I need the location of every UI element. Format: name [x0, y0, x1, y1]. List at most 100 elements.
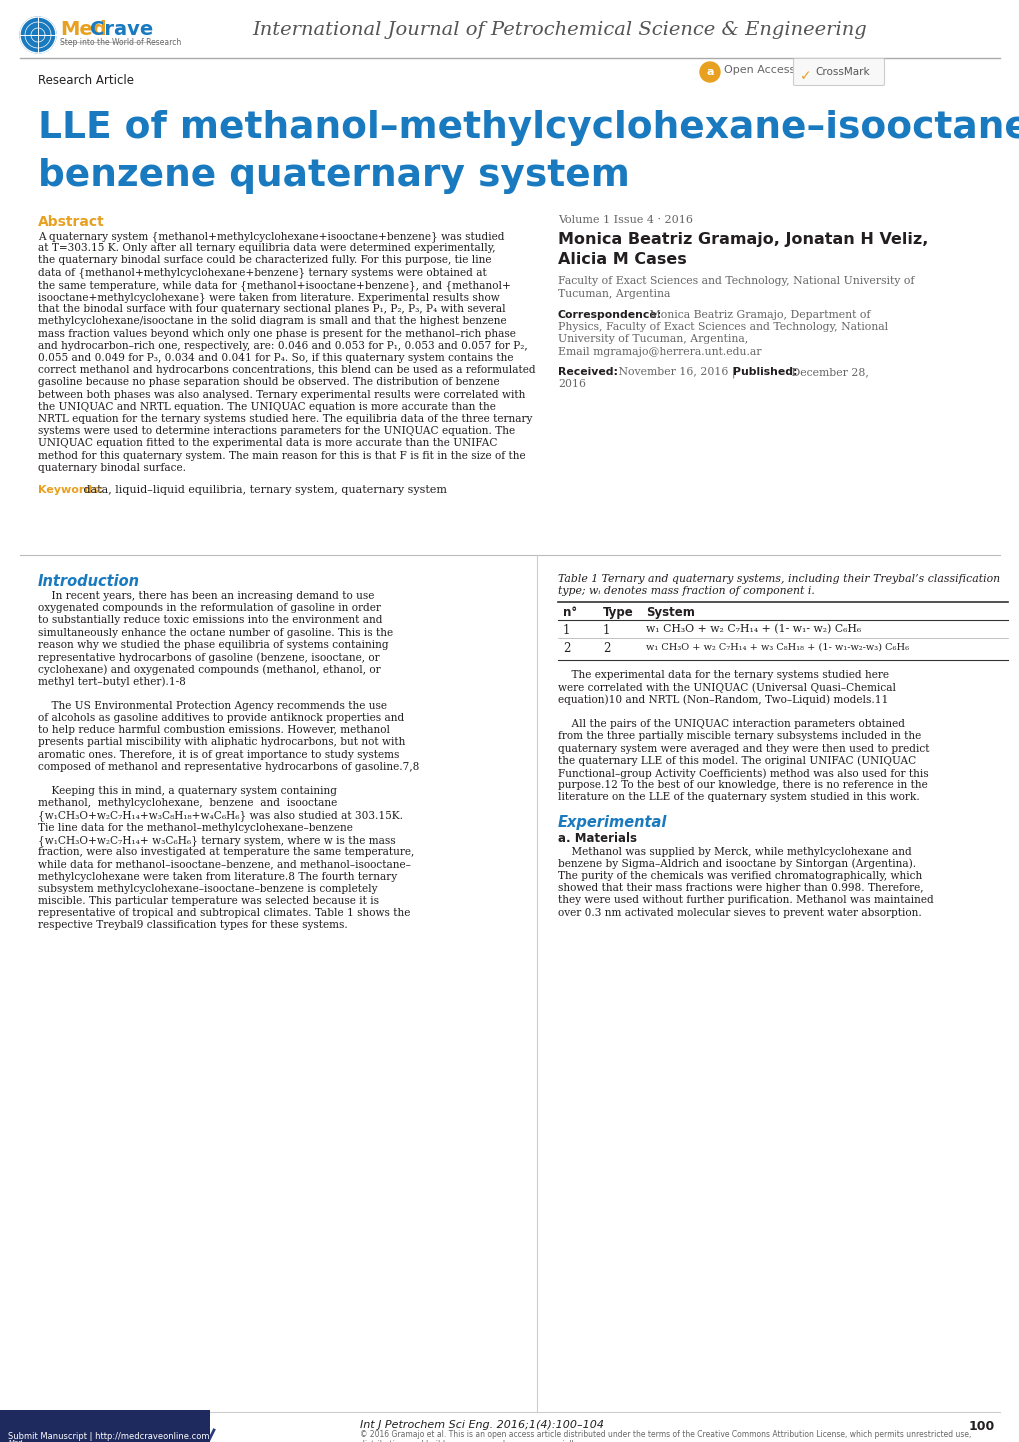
- Text: that the binodal surface with four quaternary sectional planes P₁, P₂, P₃, P₄ wi: that the binodal surface with four quate…: [38, 304, 505, 314]
- Text: the same temperature, while data for {methanol+isooctane+benzene}, and {methanol: the same temperature, while data for {me…: [38, 280, 511, 291]
- Text: November 16, 2016 |: November 16, 2016 |: [614, 366, 739, 378]
- Text: quaternary system were averaged and they were then used to predict: quaternary system were averaged and they…: [557, 744, 928, 754]
- Text: presents partial miscibility with aliphatic hydrocarbons, but not with: presents partial miscibility with alipha…: [38, 737, 405, 747]
- Text: International Journal of Petrochemical Science & Engineering: International Journal of Petrochemical S…: [253, 22, 866, 39]
- Text: Type: Type: [602, 607, 633, 620]
- Text: methyl tert–butyl ether).1-8: methyl tert–butyl ether).1-8: [38, 676, 185, 686]
- Text: correct methanol and hydrocarbons concentrations, this blend can be used as a re: correct methanol and hydrocarbons concen…: [38, 365, 535, 375]
- FancyBboxPatch shape: [793, 59, 883, 85]
- Text: CrossMark: CrossMark: [814, 66, 869, 76]
- Text: Received:: Received:: [557, 366, 618, 376]
- Text: All the pairs of the UNIQUAC interaction parameters obtained: All the pairs of the UNIQUAC interaction…: [557, 720, 904, 730]
- Text: simultaneously enhance the octane number of gasoline. This is the: simultaneously enhance the octane number…: [38, 627, 392, 637]
- Text: a: a: [705, 66, 713, 76]
- Text: a. Materials: a. Materials: [557, 832, 637, 845]
- Text: between both phases was also analysed. Ternary experimental results were correla: between both phases was also analysed. T…: [38, 389, 525, 399]
- Text: December 28,: December 28,: [788, 366, 868, 376]
- Text: Abstract: Abstract: [38, 215, 105, 229]
- Text: composed of methanol and representative hydrocarbons of gasoline.7,8: composed of methanol and representative …: [38, 761, 419, 771]
- Text: Monica Beatriz Gramajo, Department of: Monica Beatriz Gramajo, Department of: [645, 310, 869, 320]
- Text: systems were used to determine interactions parameters for the UNIQUAC equation.: systems were used to determine interacti…: [38, 427, 515, 435]
- Text: Alicia M Cases: Alicia M Cases: [557, 252, 686, 267]
- Text: methanol,  methylcyclohexane,  benzene  and  isooctane: methanol, methylcyclohexane, benzene and…: [38, 799, 337, 809]
- Text: reason why we studied the phase equilibria of systems containing: reason why we studied the phase equilibr…: [38, 640, 388, 650]
- Text: mass fraction values beyond which only one phase is present for the methanol–ric: mass fraction values beyond which only o…: [38, 329, 516, 339]
- Text: Experimental: Experimental: [557, 815, 666, 829]
- Text: LLE of methanol–methylcyclohexane–isooctane–: LLE of methanol–methylcyclohexane–isooct…: [38, 110, 1019, 146]
- Text: The purity of the chemicals was verified chromatographically, which: The purity of the chemicals was verified…: [557, 871, 921, 881]
- Text: they were used without further purification. Methanol was maintained: they were used without further purificat…: [557, 895, 932, 906]
- Text: cyclohexane) and oxygenated compounds (methanol, ethanol, or: cyclohexane) and oxygenated compounds (m…: [38, 665, 380, 675]
- Text: NRTL equation for the ternary systems studied here. The equilibria data of the t: NRTL equation for the ternary systems st…: [38, 414, 532, 424]
- Text: and hydrocarbon–rich one, respectively, are: 0.046 and 0.053 for P₁, 0.053 and 0: and hydrocarbon–rich one, respectively, …: [38, 340, 527, 350]
- Text: Published:: Published:: [733, 366, 797, 376]
- Text: were correlated with the UNIQUAC (Universal Quasi–Chemical: were correlated with the UNIQUAC (Univer…: [557, 682, 895, 694]
- Text: representative of tropical and subtropical climates. Table 1 shows the: representative of tropical and subtropic…: [38, 908, 410, 919]
- Text: The US Environmental Protection Agency recommends the use: The US Environmental Protection Agency r…: [38, 701, 386, 711]
- Text: data of {methanol+methylcyclohexane+benzene} ternary systems were obtained at: data of {methanol+methylcyclohexane+benz…: [38, 268, 486, 278]
- Text: fraction, were also investigated at temperature the same temperature,: fraction, were also investigated at temp…: [38, 848, 414, 857]
- Bar: [0, 1410, 210, 1442]
- Text: w₁ CH₃O + w₂ C₇H₁₄ + w₃ C₈H₁₈ + (1- w₁-w₂-w₃) C₆H₆: w₁ CH₃O + w₂ C₇H₁₄ + w₃ C₈H₁₈ + (1- w₁-w…: [645, 642, 908, 652]
- Text: quaternary binodal surface.: quaternary binodal surface.: [38, 463, 185, 473]
- Text: at T=303.15 K. Only after all ternary equilibria data were determined experiment: at T=303.15 K. Only after all ternary eq…: [38, 244, 495, 254]
- Text: Table 1 Ternary and quaternary systems, including their Treybal’s classification: Table 1 Ternary and quaternary systems, …: [557, 574, 1000, 584]
- Text: Open Access: Open Access: [723, 65, 795, 75]
- Text: In recent years, there has been an increasing demand to use: In recent years, there has been an incre…: [38, 591, 374, 601]
- Text: The experimental data for the ternary systems studied here: The experimental data for the ternary sy…: [557, 671, 889, 681]
- Text: UNIQUAC equation fitted to the experimental data is more accurate than the UNIFA: UNIQUAC equation fitted to the experimen…: [38, 438, 497, 448]
- Text: benzene quaternary system: benzene quaternary system: [38, 159, 630, 195]
- Text: oxygenated compounds in the reformulation of gasoline in order: oxygenated compounds in the reformulatio…: [38, 603, 380, 613]
- Text: 2: 2: [602, 642, 609, 656]
- Text: Volume 1 Issue 4 · 2016: Volume 1 Issue 4 · 2016: [557, 215, 692, 225]
- Text: methylcyclohexane were taken from literature.8 The fourth ternary: methylcyclohexane were taken from litera…: [38, 871, 396, 881]
- Text: 2016: 2016: [557, 379, 586, 389]
- Text: University of Tucuman, Argentina,: University of Tucuman, Argentina,: [557, 335, 748, 345]
- Text: Med: Med: [60, 20, 107, 39]
- Text: literature on the LLE of the quaternary system studied in this work.: literature on the LLE of the quaternary …: [557, 793, 919, 802]
- Text: Tucuman, Argentina: Tucuman, Argentina: [557, 288, 669, 298]
- Text: © 2016 Gramajo et al. This is an open access article distributed under the terms: © 2016 Gramajo et al. This is an open ac…: [360, 1430, 970, 1442]
- Text: System: System: [645, 607, 694, 620]
- Text: method for this quaternary system. The main reason for this is that F is fit in : method for this quaternary system. The m…: [38, 450, 525, 460]
- Text: Research Article: Research Article: [38, 74, 133, 87]
- Text: benzene by Sigma–Aldrich and isooctane by Sintorgan (Argentina).: benzene by Sigma–Aldrich and isooctane b…: [557, 859, 915, 870]
- Text: aromatic ones. Therefore, it is of great importance to study systems: aromatic ones. Therefore, it is of great…: [38, 750, 399, 760]
- Text: the quaternary binodal surface could be characterized fully. For this purpose, t: the quaternary binodal surface could be …: [38, 255, 491, 265]
- Text: 0.055 and 0.049 for P₃, 0.034 and 0.041 for P₄. So, if this quaternary system co: 0.055 and 0.049 for P₃, 0.034 and 0.041 …: [38, 353, 513, 363]
- Text: 1: 1: [562, 624, 570, 637]
- Text: w₁ CH₃O + w₂ C₇H₁₄ + (1- w₁- w₂) C₆H₆: w₁ CH₃O + w₂ C₇H₁₄ + (1- w₁- w₂) C₆H₆: [645, 624, 860, 634]
- Text: representative hydrocarbons of gasoline (benzene, isooctane, or: representative hydrocarbons of gasoline …: [38, 652, 379, 662]
- Circle shape: [20, 17, 56, 53]
- Text: while data for methanol–isooctane–benzene, and methanol–isooctane–: while data for methanol–isooctane–benzen…: [38, 859, 411, 870]
- Text: n°: n°: [562, 607, 577, 620]
- Text: from the three partially miscible ternary subsystems included in the: from the three partially miscible ternar…: [557, 731, 920, 741]
- Text: Submit Manuscript | http://medcraveonline.com: Submit Manuscript | http://medcraveonlin…: [8, 1432, 209, 1441]
- Text: showed that their mass fractions were higher than 0.998. Therefore,: showed that their mass fractions were hi…: [557, 883, 922, 893]
- Text: subsystem methylcyclohexane–isooctane–benzene is completely: subsystem methylcyclohexane–isooctane–be…: [38, 884, 377, 894]
- Text: methylcyclohexane/isooctane in the solid diagram is small and that the highest b: methylcyclohexane/isooctane in the solid…: [38, 316, 506, 326]
- Circle shape: [699, 62, 719, 82]
- Text: Functional–group Activity Coefficients) method was also used for this: Functional–group Activity Coefficients) …: [557, 769, 927, 779]
- Text: isooctane+methylcyclohexane} were taken from literature. Experimental results sh: isooctane+methylcyclohexane} were taken …: [38, 291, 499, 303]
- Text: the UNIQUAC and NRTL equation. The UNIQUAC equation is more accurate than the: the UNIQUAC and NRTL equation. The UNIQU…: [38, 402, 495, 412]
- Text: Tie line data for the methanol–methylcyclohexane–benzene: Tie line data for the methanol–methylcyc…: [38, 823, 353, 833]
- Text: gasoline because no phase separation should be observed. The distribution of ben: gasoline because no phase separation sho…: [38, 378, 499, 388]
- Text: A quaternary system {methanol+methylcyclohexane+isooctane+benzene} was studied: A quaternary system {methanol+methylcycl…: [38, 231, 504, 242]
- Text: Monica Beatriz Gramajo, Jonatan H Veliz,: Monica Beatriz Gramajo, Jonatan H Veliz,: [557, 232, 927, 247]
- Text: Email mgramajo@herrera.unt.edu.ar: Email mgramajo@herrera.unt.edu.ar: [557, 346, 761, 356]
- Text: 1: 1: [602, 624, 609, 637]
- Text: {w₁CH₃O+w₂C₇H₁₄+w₃C₈H₁₈+w₄C₆H₆} was also studied at 303.15K.: {w₁CH₃O+w₂C₇H₁₄+w₃C₈H₁₈+w₄C₆H₆} was also…: [38, 810, 403, 822]
- Text: 100: 100: [968, 1420, 994, 1433]
- Text: equation)10 and NRTL (Non–Random, Two–Liquid) models.11: equation)10 and NRTL (Non–Random, Two–Li…: [557, 695, 888, 705]
- Text: purpose.12 To the best of our knowledge, there is no reference in the: purpose.12 To the best of our knowledge,…: [557, 780, 927, 790]
- Text: Med: Med: [8, 1441, 22, 1442]
- Text: over 0.3 nm activated molecular sieves to prevent water absorption.: over 0.3 nm activated molecular sieves t…: [557, 907, 921, 917]
- Text: Crave: Crave: [90, 20, 153, 39]
- Text: 2: 2: [562, 642, 570, 656]
- Text: {w₁CH₃O+w₂C₇H₁₄+ w₃C₆H₆} ternary system, where w is the mass: {w₁CH₃O+w₂C₇H₁₄+ w₃C₆H₆} ternary system,…: [38, 835, 395, 846]
- Text: Int J Petrochem Sci Eng. 2016;1(4):100–104: Int J Petrochem Sci Eng. 2016;1(4):100–1…: [360, 1420, 603, 1430]
- Text: the quaternary LLE of this model. The original UNIFAC (UNIQUAC: the quaternary LLE of this model. The or…: [557, 756, 915, 766]
- Text: Keeping this in mind, a quaternary system containing: Keeping this in mind, a quaternary syste…: [38, 786, 336, 796]
- Text: Introduction: Introduction: [38, 574, 140, 588]
